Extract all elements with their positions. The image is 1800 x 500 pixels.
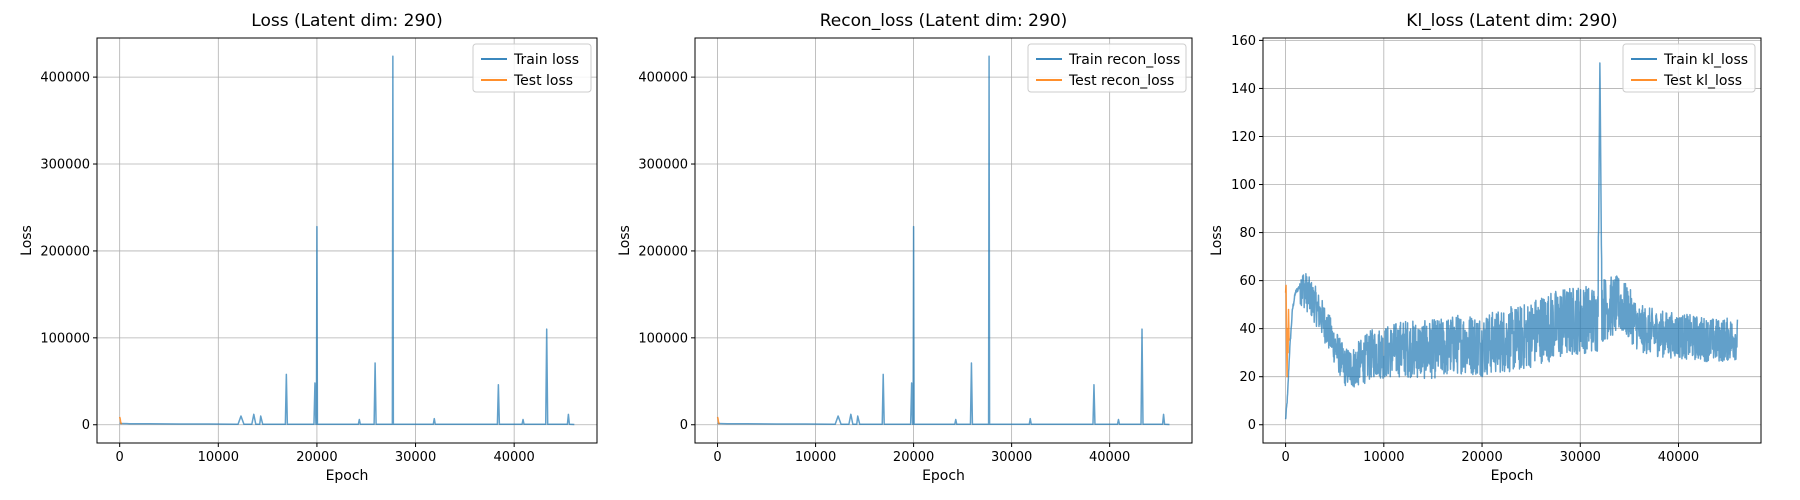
y-tick-label: 200000 [40,244,90,259]
x-tick-label: 30000 [1560,450,1601,465]
y-tick-label: 100 [1231,178,1256,193]
y-tick-label: 40 [1239,322,1256,337]
x-tick-label: 20000 [1461,450,1502,465]
y-axis-label: Loss [617,225,633,256]
y-tick-label: 120 [1231,130,1256,145]
legend-box [1027,43,1187,93]
y-tick-label: 160 [1231,34,1256,49]
y-tick-label: 200000 [638,244,688,259]
legend-label: Test kl_loss [1663,73,1742,89]
series-line-2 [118,416,123,425]
y-tick-label: 0 [680,418,688,433]
y-tick-label: 400000 [638,71,688,86]
legend-label: Train loss [513,52,579,68]
y-tick-label: 300000 [638,158,688,173]
x-tick-label: 0 [713,450,721,465]
x-axis-label: Epoch [922,468,965,484]
plot-frame [694,37,1193,444]
legend: Train recon_loss Test recon_loss [1027,43,1187,93]
x-tick-label: 10000 [795,450,836,465]
legend-label: Train recon_loss [1068,52,1180,68]
chart-title: Loss (Latent dim: 290) [251,11,442,31]
series-line-1 [119,55,575,426]
legend: Train kl_loss Test kl_loss [1622,43,1756,93]
series-line-1 [717,55,1170,426]
plot-frame [1262,37,1762,444]
x-tick-label: 40000 [1089,450,1130,465]
x-tick-label: 10000 [1363,450,1404,465]
y-tick-label: 0 [1248,418,1256,433]
x-tick-label: 40000 [1658,450,1699,465]
chart-panel-2: 0 10000 20000 30000 400000100000200000300000… [617,11,1193,484]
legend: Train loss Test loss [472,43,592,93]
x-tick-label: 0 [1281,450,1289,465]
x-axis-label: Epoch [1491,468,1534,484]
plot-area [1284,62,1739,420]
x-tick-label: 40000 [493,450,534,465]
chart-panel-3: 0 10000 20000 30000 40000 0 20 40 60 80 100 120 140 1… [1209,11,1762,484]
plot-area [118,55,575,426]
y-tick-label: 80 [1239,226,1256,241]
chart-title: Kl_loss (Latent dim: 290) [1406,11,1617,31]
x-tick-label: 10000 [198,450,239,465]
plot-frame [96,37,598,444]
y-tick-label: 60 [1239,274,1256,289]
y-axis-label: Loss [19,225,35,256]
series-line-2 [716,416,721,425]
chart-title: Recon_loss (Latent dim: 290) [820,11,1068,31]
x-tick-label: 20000 [296,450,337,465]
legend-label: Train kl_loss [1663,52,1748,68]
y-tick-label: 20 [1239,370,1256,385]
y-tick-label: 300000 [40,158,90,173]
x-tick-label: 30000 [991,450,1032,465]
legend-label: Test recon_loss [1068,73,1174,89]
y-axis-label: Loss [1209,225,1225,256]
chart-panel-1: 0 10000 20000 30000 400000100000200000300000… [19,11,598,484]
y-tick-label: 140 [1231,82,1256,97]
y-tick-label: 0 [82,418,90,433]
x-tick-label: 20000 [893,450,934,465]
x-tick-label: 30000 [395,450,436,465]
y-tick-label: 100000 [638,331,688,346]
y-tick-label: 100000 [40,331,90,346]
x-axis-label: Epoch [326,468,369,484]
series-line-2 [1284,284,1290,378]
y-tick-label: 400000 [40,71,90,86]
plot-area [716,55,1170,426]
legend-label: Test loss [513,73,573,89]
series-line-1 [1284,62,1739,420]
x-tick-label: 0 [116,450,124,465]
